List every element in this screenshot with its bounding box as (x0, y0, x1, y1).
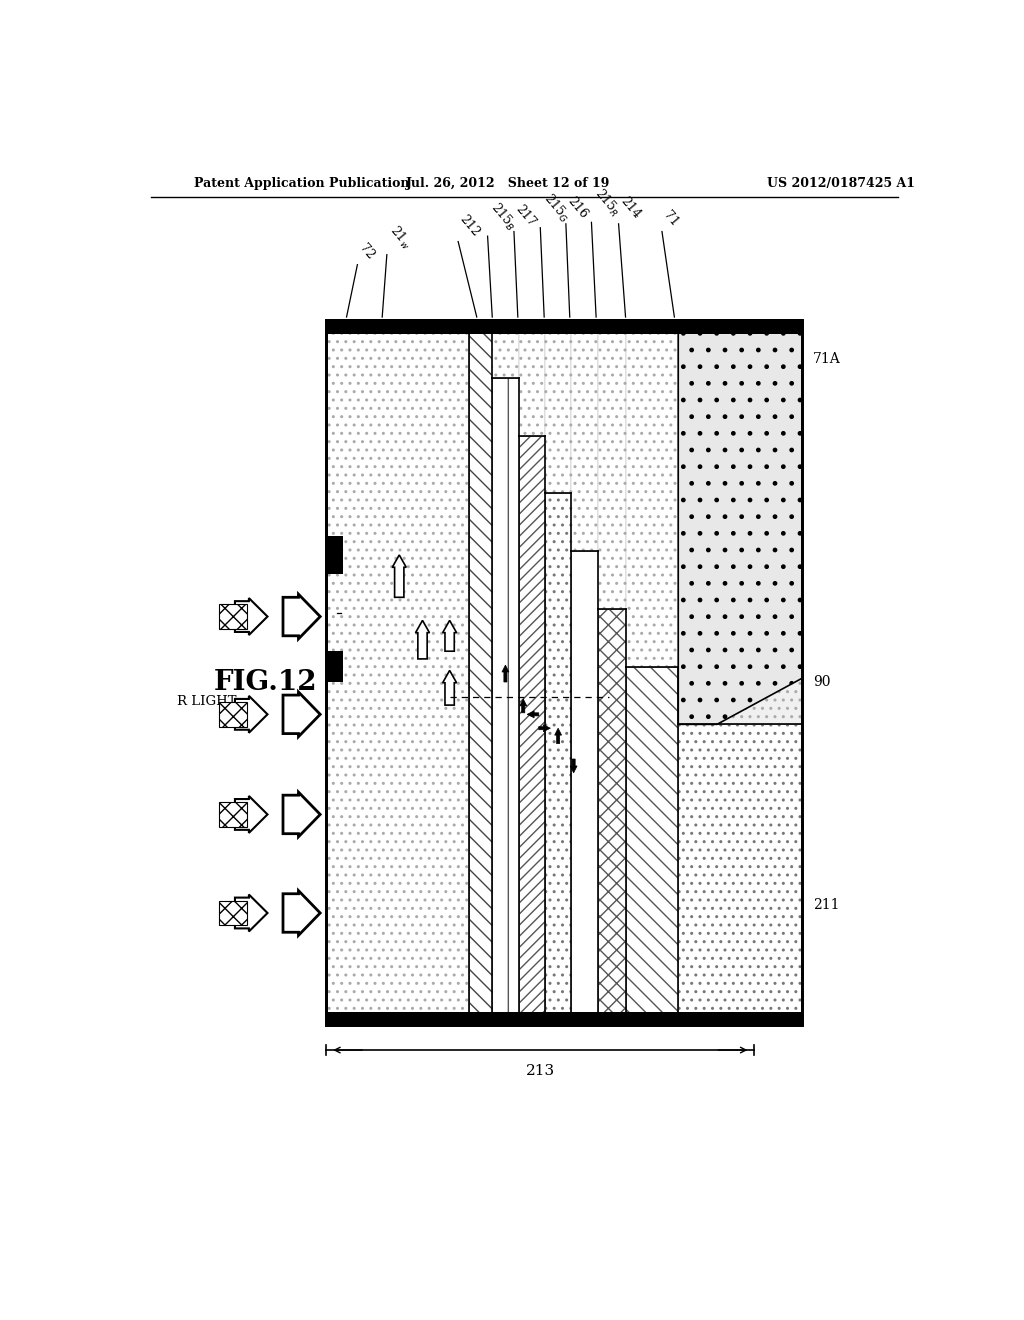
FancyArrow shape (283, 792, 321, 837)
Bar (326, 651, 343, 682)
FancyArrow shape (283, 594, 321, 639)
Text: 214: 214 (617, 195, 643, 222)
Text: Jul. 26, 2012   Sheet 12 of 19: Jul. 26, 2012 Sheet 12 of 19 (406, 177, 610, 190)
Bar (493, 321, 518, 378)
FancyArrow shape (555, 729, 561, 743)
Text: 211: 211 (813, 899, 840, 912)
Bar (219, 605, 248, 628)
Bar (326, 1012, 343, 1024)
Text: 215$_G$: 215$_G$ (540, 190, 572, 226)
Bar (678, 321, 802, 725)
Text: 71: 71 (662, 209, 681, 230)
FancyArrow shape (234, 796, 267, 833)
FancyArrow shape (442, 671, 457, 705)
Text: 71A: 71A (813, 351, 841, 366)
Text: 21$_w$: 21$_w$ (386, 223, 415, 252)
Text: FIG.12: FIG.12 (214, 668, 317, 696)
FancyArrow shape (502, 665, 509, 682)
Bar (326, 321, 469, 1024)
Text: 215$_R$: 215$_R$ (591, 186, 623, 220)
Bar (571, 552, 598, 1024)
Bar (627, 321, 678, 667)
Bar (326, 1012, 802, 1024)
Bar (326, 536, 343, 574)
Text: R LIGHT: R LIGHT (177, 694, 237, 708)
Text: 90: 90 (813, 675, 830, 689)
FancyArrow shape (442, 620, 457, 651)
Text: 80: 80 (295, 606, 312, 619)
Bar (326, 321, 802, 334)
Bar (545, 321, 571, 494)
Text: 215$_B$: 215$_B$ (486, 199, 519, 234)
Bar (598, 321, 627, 609)
FancyArrow shape (527, 711, 539, 718)
FancyArrow shape (570, 759, 578, 774)
FancyArrow shape (520, 700, 526, 713)
Bar (678, 725, 802, 1024)
FancyArrow shape (539, 725, 550, 731)
Bar (518, 436, 545, 1024)
Bar (326, 321, 343, 334)
Bar (219, 803, 248, 826)
Bar (493, 378, 518, 1024)
FancyArrow shape (392, 554, 407, 598)
Bar (518, 321, 545, 436)
Bar (678, 321, 802, 1024)
Bar (326, 321, 802, 1024)
Bar (219, 702, 248, 726)
Bar (326, 321, 802, 1024)
Text: 213: 213 (525, 1064, 555, 1078)
Bar (571, 321, 598, 552)
Bar (326, 321, 802, 1024)
Text: 212: 212 (458, 213, 482, 239)
FancyArrow shape (234, 598, 267, 635)
Text: US 2012/0187425 A1: US 2012/0187425 A1 (767, 177, 915, 190)
FancyArrow shape (234, 895, 267, 932)
Bar (326, 321, 802, 334)
Bar (326, 1012, 802, 1024)
FancyArrow shape (283, 692, 321, 737)
Bar (678, 725, 802, 1024)
Bar (219, 900, 248, 925)
Bar (545, 494, 571, 1024)
FancyArrow shape (283, 891, 321, 936)
Bar (469, 321, 493, 1024)
Text: 217: 217 (513, 203, 539, 230)
Text: 72: 72 (356, 242, 377, 263)
Text: Patent Application Publication: Patent Application Publication (194, 177, 410, 190)
Bar (627, 667, 678, 1024)
Text: 216: 216 (565, 195, 591, 222)
FancyArrow shape (234, 696, 267, 733)
Polygon shape (678, 321, 802, 725)
FancyArrow shape (416, 620, 429, 659)
Bar (598, 609, 627, 1024)
